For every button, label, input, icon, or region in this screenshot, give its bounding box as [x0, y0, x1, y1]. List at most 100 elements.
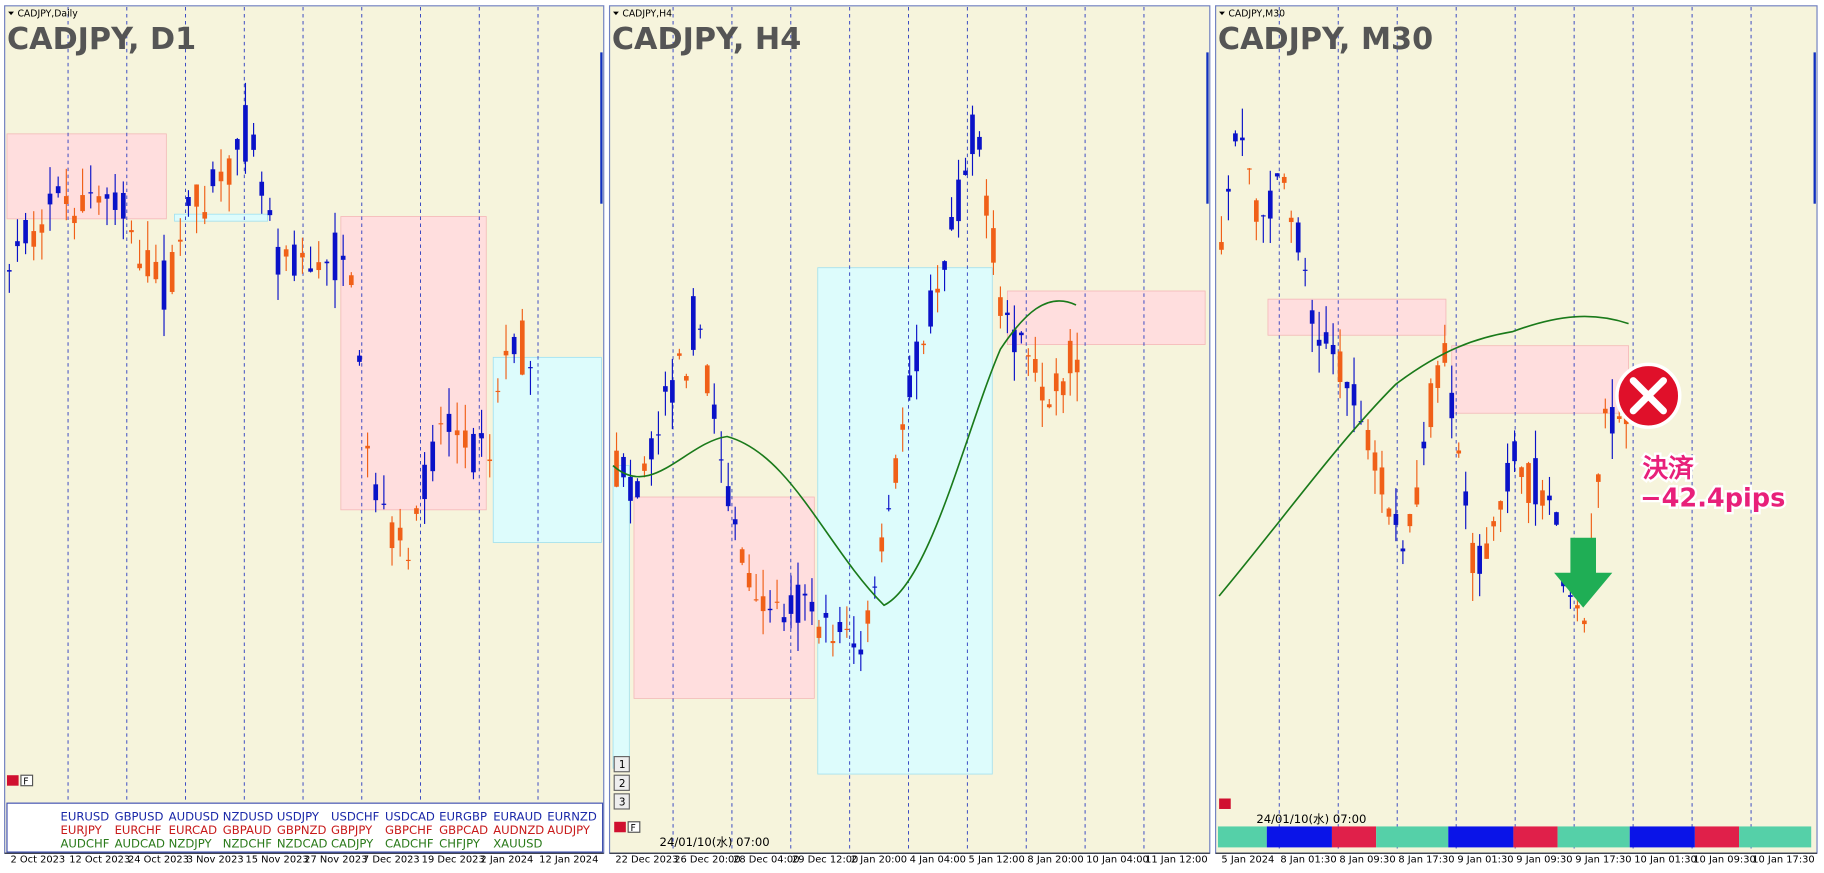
candle [1400, 548, 1406, 552]
symbol-button[interactable]: NZDUSD [223, 810, 273, 824]
candle [1060, 381, 1066, 396]
candle [112, 192, 118, 210]
candle [1449, 392, 1455, 419]
candle [1032, 358, 1038, 373]
candle [1309, 310, 1315, 324]
candle [886, 508, 892, 510]
symbol-button[interactable]: GBPAUD [223, 823, 272, 837]
symbol-button[interactable]: EURJPY [60, 823, 102, 837]
symbol-button[interactable]: EURCHF [115, 823, 162, 837]
scroll-marker [600, 52, 603, 204]
symbol-button[interactable]: EURAUD [493, 810, 542, 824]
symbol-button[interactable]: GBPUSD [115, 810, 164, 824]
symbol-button[interactable]: AUDJPY [547, 823, 591, 837]
symbol-button[interactable]: EURGBP [439, 810, 487, 824]
symbol-button[interactable]: EURCAD [169, 823, 217, 837]
x-label: 5 Jan 2024 [1221, 855, 1274, 866]
candle [316, 262, 322, 271]
candle [1344, 381, 1350, 389]
symbol-button[interactable]: CHFJPY [439, 836, 481, 850]
x-label: 10 Jan 01:30 [1634, 855, 1697, 866]
candle [823, 612, 829, 618]
candle [1554, 512, 1559, 525]
x-label: 9 Jan 17:30 [1575, 855, 1631, 866]
candle [1414, 487, 1420, 505]
tab-button[interactable] [613, 756, 630, 773]
close-button[interactable] [6, 775, 19, 786]
symbol-button[interactable]: NZDJPY [169, 836, 213, 850]
close-button[interactable] [1219, 798, 1231, 809]
f-button[interactable] [20, 774, 34, 787]
candle [1379, 467, 1385, 495]
symbol-button[interactable]: USDCHF [331, 810, 380, 824]
symbol-button[interactable]: GBPNZD [277, 823, 327, 837]
candle [1295, 222, 1301, 253]
zone [174, 213, 268, 222]
candle [1351, 384, 1357, 406]
candle [1219, 242, 1224, 250]
x-label: 2 Oct 2023 [10, 855, 65, 866]
strength-bar [1513, 826, 1558, 848]
cross-mark [1629, 377, 1667, 415]
chart-title: CADJPY, H4 [612, 22, 801, 57]
symbol-button[interactable]: AUDCAD [115, 836, 165, 850]
candle [711, 404, 717, 419]
zone [340, 216, 487, 511]
chart-title: CADJPY, D1 [7, 22, 196, 57]
tab-label: 2 [619, 778, 626, 790]
moving-average [612, 300, 1077, 607]
symbol-button[interactable]: EURNZD [547, 810, 597, 824]
candle [1456, 450, 1462, 454]
tab-button[interactable] [613, 793, 630, 810]
symbol-button[interactable]: NZDCAD [277, 836, 328, 850]
strength-bar [1266, 826, 1332, 848]
candle [900, 424, 906, 430]
x-label: 12 Oct 2023 [69, 855, 130, 866]
caption-icon [1219, 11, 1225, 16]
candle [332, 232, 338, 281]
f-button[interactable] [627, 821, 641, 833]
candle [1302, 269, 1308, 271]
symbol-button[interactable]: XAUUSD [493, 836, 542, 850]
symbol-button[interactable]: AUDCHF [60, 836, 109, 850]
x-label: 2 Jan 20:00 [851, 855, 907, 866]
symbol-button[interactable]: CADCHF [385, 836, 434, 850]
symbol-button[interactable]: GBPCHF [385, 823, 433, 837]
symbol-button[interactable]: USDJPY [277, 810, 320, 824]
candle [55, 186, 61, 194]
symbol-button[interactable]: AUDUSD [169, 810, 219, 824]
candle [718, 459, 724, 461]
candle [1288, 217, 1294, 223]
timestamp: 24/01/10(水) 07:00 [1256, 812, 1366, 826]
candle [879, 537, 885, 552]
symbol-button[interactable]: EURUSD [60, 810, 109, 824]
x-label: 12 Jan 2024 [539, 855, 598, 866]
candle [1240, 137, 1245, 141]
candle [635, 481, 640, 498]
candle [984, 195, 989, 216]
symbol-button[interactable]: USDCAD [385, 810, 435, 824]
symbol-button[interactable]: NZDCHF [223, 836, 272, 850]
candle [120, 192, 126, 219]
symbol-button[interactable]: CADJPY [331, 836, 374, 850]
zone [6, 133, 167, 220]
candle [495, 390, 501, 393]
candle [161, 260, 167, 310]
candle [503, 350, 509, 356]
candle [963, 170, 968, 175]
candle [519, 320, 525, 375]
candle [169, 252, 175, 292]
symbol-button[interactable]: AUDNZD [493, 823, 544, 837]
zone [817, 267, 993, 775]
symbol-button[interactable]: GBPCAD [439, 823, 488, 837]
candle [1602, 408, 1608, 414]
x-label: 9 Jan 01:30 [1457, 855, 1513, 866]
candle [739, 549, 745, 563]
x-label: 3 Nov 2023 [187, 855, 244, 866]
symbol-button[interactable]: GBPJPY [331, 823, 373, 837]
candle [642, 463, 647, 471]
tab-button[interactable] [613, 774, 630, 791]
candle [1596, 474, 1601, 482]
close-button[interactable] [614, 821, 626, 833]
